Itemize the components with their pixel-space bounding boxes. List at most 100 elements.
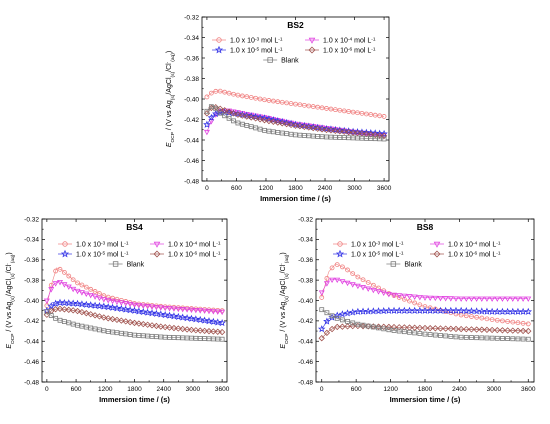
legend-label: 1.0 x 10-4 mol L-1 — [448, 240, 501, 249]
x-tick-label: 3600 — [521, 386, 536, 393]
data-point — [370, 287, 377, 294]
data-point — [207, 113, 216, 121]
x-tick-label: 0 — [205, 185, 209, 192]
data-point — [306, 103, 312, 109]
data-point — [346, 109, 352, 114]
y-tick-label: -0.36 — [298, 257, 313, 264]
y-tick-label: -0.34 — [24, 237, 39, 244]
data-point — [489, 296, 496, 302]
data-point — [484, 335, 490, 341]
data-point — [248, 95, 254, 100]
x-tick-label: 3600 — [215, 386, 230, 393]
legend-marker — [337, 241, 343, 247]
x-tick-label: 1200 — [259, 185, 274, 192]
data-point — [323, 281, 330, 287]
data-point — [334, 262, 340, 267]
data-point — [283, 120, 290, 128]
data-point — [149, 304, 156, 310]
data-point — [44, 309, 50, 315]
data-point — [253, 95, 259, 101]
data-point — [105, 298, 112, 304]
legend-label: 1.0 x 10-6 mol L-1 — [168, 250, 221, 259]
data-point — [463, 326, 470, 333]
data-point — [170, 324, 178, 332]
data-point — [293, 132, 298, 138]
data-point — [135, 320, 143, 327]
legend-entry: Blank — [386, 261, 422, 269]
data-point — [239, 112, 246, 119]
data-point — [296, 123, 304, 130]
data-point — [504, 296, 511, 302]
legend: 1.0 x 10-3 mol L-1 1.0 x 10-4 mol L-11.0 … — [333, 240, 501, 269]
y-tick-label: -0.38 — [24, 277, 39, 284]
data-point — [479, 335, 485, 341]
legend-entry: 1.0 x 10-4 mol L-1 — [430, 240, 501, 249]
data-point — [525, 321, 531, 327]
data-point — [377, 136, 383, 142]
data-point — [520, 296, 527, 302]
series-5 — [319, 307, 531, 342]
chart-panel-bs4: BS4 0 600 1200 1800 2400 3000 3600 -0.48 -0.46 -0.… — [6, 216, 230, 404]
data-point — [333, 311, 341, 319]
data-point — [91, 301, 99, 309]
data-point — [217, 110, 223, 116]
data-point — [82, 300, 91, 308]
data-point — [73, 299, 82, 307]
data-point — [74, 288, 81, 295]
data-point — [473, 326, 480, 333]
data-point — [47, 302, 56, 310]
data-point — [192, 327, 200, 334]
legend-entry: 1.0 x 10-3 mol L-1 — [333, 240, 404, 249]
data-point — [231, 91, 236, 97]
data-point — [411, 324, 418, 331]
data-point — [52, 305, 59, 313]
data-point — [524, 307, 533, 315]
data-point — [412, 330, 418, 336]
data-point — [209, 317, 218, 325]
data-point — [183, 314, 191, 322]
data-point — [478, 296, 485, 302]
data-point — [500, 318, 505, 324]
data-point — [239, 93, 245, 99]
x-axis-label: Immersion time / (s) — [390, 395, 461, 404]
data-point — [170, 312, 178, 320]
data-point — [292, 122, 299, 129]
data-point — [196, 315, 204, 324]
data-point — [161, 311, 169, 319]
legend-marker — [308, 46, 316, 54]
data-point — [122, 301, 129, 307]
data-point — [318, 126, 326, 133]
data-point — [324, 310, 330, 316]
data-point — [288, 131, 294, 137]
data-point — [157, 305, 164, 311]
data-point — [248, 114, 255, 121]
data-point — [484, 316, 490, 322]
data-point — [148, 322, 156, 329]
data-point — [91, 312, 99, 319]
data-point — [270, 129, 276, 135]
data-point — [401, 293, 408, 300]
x-tick-label: 600 — [71, 386, 82, 393]
data-point — [391, 292, 398, 299]
legend-marker — [433, 241, 441, 248]
data-point — [363, 135, 369, 141]
data-point — [344, 280, 351, 287]
legend-label: 1.0 x 10-6 mol L-1 — [448, 250, 501, 259]
data-point — [188, 326, 195, 334]
data-point — [494, 296, 501, 302]
data-point — [372, 112, 378, 118]
data-point — [78, 308, 86, 316]
data-point — [225, 108, 233, 115]
y-tick-label: -0.44 — [24, 339, 39, 346]
legend-entry: 1.0 x 10-6 mol L-1 — [305, 46, 376, 55]
data-point — [324, 134, 329, 140]
data-point — [187, 314, 196, 322]
x-tick-label: 600 — [231, 185, 242, 192]
data-point — [75, 280, 80, 286]
data-point — [126, 318, 134, 326]
y-tick-label: -0.34 — [298, 237, 313, 244]
y-tick-label: -0.36 — [184, 55, 199, 62]
x-tick-label: 1800 — [127, 386, 142, 393]
data-point — [201, 308, 208, 314]
data-point — [213, 318, 222, 326]
